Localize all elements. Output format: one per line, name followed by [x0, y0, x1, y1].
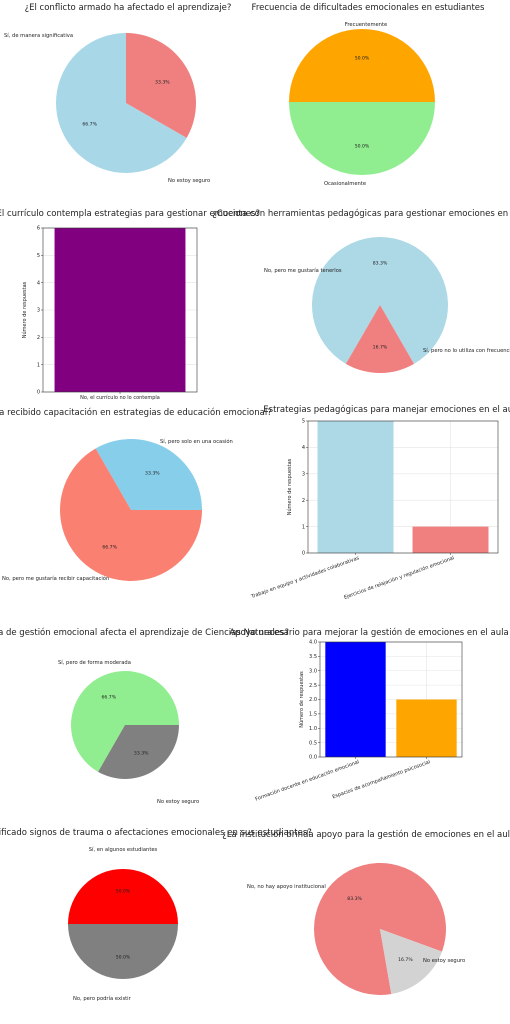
slice-percent-label: 83.3%: [373, 260, 388, 266]
slice-percent-label: 33.3%: [155, 79, 170, 85]
slice-category-label: No, pero me gustaría recibir capacitació…: [2, 575, 109, 582]
slice-percent-label: 16.7%: [398, 957, 413, 963]
chart-title: ¿Cuenta con herramientas pedagógicas par…: [212, 208, 510, 219]
y-tick-label: 3.0: [309, 668, 317, 674]
x-tick-label: Ejercicios de relajación y regulación em…: [343, 554, 455, 601]
y-tick-label: 4.0: [309, 640, 317, 646]
y-tick-label: 1: [302, 524, 305, 530]
chart-title: Apoyo necesario para mejorar la gestión …: [229, 627, 508, 638]
y-tick-label: 4: [37, 280, 40, 286]
x-tick-label: No, el currículo no lo contempla: [80, 394, 160, 401]
chart-title: Estrategias pedagógicas para manejar emo…: [263, 404, 510, 415]
chart-title: Frecuencia de dificultades emocionales e…: [252, 3, 485, 13]
slice-category-label: Ocasionalmente: [324, 181, 366, 187]
slice-category-label: No, pero me gustaría tenerlos: [264, 267, 342, 274]
slice-category-label: Frecuentemente: [345, 22, 387, 28]
slice-percent-label: 33.3%: [145, 471, 160, 477]
y-tick-label: 5: [302, 419, 305, 425]
pie-chart-4: ¿Ha recibido capacitación en estrategias…: [0, 407, 272, 582]
slice-percent-label: 83.3%: [347, 896, 362, 902]
y-tick-label: 2.0: [309, 697, 317, 703]
axes-frame: [307, 420, 499, 554]
bar: [396, 699, 457, 757]
pie-chart-0: ¿El conflicto armado ha afectado el apre…: [4, 3, 231, 184]
slice-category-label: Sí, de manera significativa: [4, 32, 73, 39]
slice-category-label: Sí, pero solo en una ocasión: [160, 438, 233, 445]
y-tick-label: 2.5: [309, 683, 317, 689]
y-tick-label: 3: [37, 308, 40, 314]
slice-percent-label: 66.7%: [82, 122, 97, 128]
bar-chart-5: Estrategias pedagógicas para manejar emo…: [250, 404, 510, 601]
chart-title: ¿El conflicto armado ha afectado el apre…: [25, 3, 232, 13]
y-axis-label: Número de respuestas: [286, 458, 293, 515]
pie-slice: [59, 448, 202, 582]
slice-category-label: No, no hay apoyo institucional: [247, 884, 326, 890]
y-tick-label: 3: [302, 472, 305, 478]
chart-title: ¿Ha recibido capacitación en estrategias…: [0, 407, 272, 418]
pie-slice: [126, 33, 196, 138]
slice-percent-label: 66.7%: [102, 544, 117, 550]
bar: [412, 526, 489, 553]
slice-category-label: No estoy seguro: [157, 799, 199, 805]
y-tick-label: 3.5: [309, 654, 317, 660]
y-tick-label: 2: [37, 335, 40, 341]
y-tick-label: 4: [302, 445, 305, 451]
chart-title: ¿Ha identificado signos de trauma o afec…: [0, 828, 312, 838]
pie-chart-8: ¿Ha identificado signos de trauma o afec…: [0, 828, 312, 1002]
chart-title: ¿El currículo contempla estrategias para…: [0, 209, 260, 219]
bar-chart-2: ¿El currículo contempla estrategias para…: [0, 209, 260, 401]
pie-slice: [55, 33, 187, 173]
slice-category-label: No, pero podría existir: [73, 995, 132, 1002]
y-tick-label: 0: [37, 390, 40, 396]
pie-slice: [98, 725, 179, 779]
y-axis-label: Número de respuestas: [21, 281, 28, 338]
slice-category-label: Sí, pero no lo utiliza con frecuencia: [423, 347, 510, 354]
chart-title: ¿La institución brinda apoyo para la ges…: [222, 829, 510, 840]
pie-chart-6: ¿La falta de gestión emocional afecta el…: [0, 627, 289, 805]
y-tick-label: 6: [37, 226, 40, 232]
y-tick-label: 1: [37, 362, 40, 368]
x-tick-label: Trabajo en equipo y actividades colabora…: [250, 555, 361, 600]
y-tick-label: 0.5: [309, 740, 317, 746]
pie-chart-9: ¿La institución brinda apoyo para la ges…: [222, 829, 510, 995]
y-tick-label: 1.5: [309, 712, 317, 718]
bar: [54, 228, 186, 392]
chart-title: ¿La falta de gestión emocional afecta el…: [0, 627, 289, 638]
pie-slice: [68, 869, 178, 924]
slice-percent-label: 50.0%: [355, 143, 370, 149]
slice-percent-label: 50.0%: [116, 889, 131, 895]
pie-slice: [95, 439, 202, 510]
bar: [317, 421, 394, 553]
pie-slice: [71, 671, 179, 772]
slice-percent-label: 66.7%: [101, 694, 116, 700]
pie-chart-3: ¿Cuenta con herramientas pedagógicas par…: [212, 208, 510, 373]
axes-frame: [319, 641, 463, 758]
slice-percent-label: 50.0%: [116, 955, 131, 961]
axes-frame: [42, 227, 198, 393]
slice-category-label: Sí, en algunos estudiantes: [89, 846, 158, 853]
bar-chart-7: Apoyo necesario para mejorar la gestión …: [229, 627, 508, 803]
y-tick-label: 0: [302, 551, 305, 557]
slice-percent-label: 50.0%: [355, 56, 370, 62]
slice-percent-label: 33.3%: [134, 751, 149, 757]
y-tick-label: 5: [37, 253, 40, 259]
pie-slice: [312, 236, 449, 364]
pie-slice: [380, 929, 443, 995]
pie-slice: [289, 102, 435, 175]
pie-slice: [345, 305, 414, 373]
slice-category-label: No estoy seguro: [423, 958, 465, 964]
slice-category-label: Sí, pero de forma moderada: [58, 659, 131, 666]
pie-slice: [289, 29, 435, 102]
pie-slice: [68, 924, 178, 979]
y-axis-label: Número de respuestas: [298, 671, 305, 728]
bar: [325, 642, 386, 757]
slice-category-label: No estoy seguro: [168, 178, 210, 184]
pie-chart-1: Frecuencia de dificultades emocionales e…: [252, 3, 485, 187]
slice-percent-label: 16.7%: [373, 345, 388, 351]
y-tick-label: 1.0: [309, 726, 317, 732]
y-tick-label: 0.0: [309, 755, 317, 761]
y-tick-label: 2: [302, 498, 305, 504]
